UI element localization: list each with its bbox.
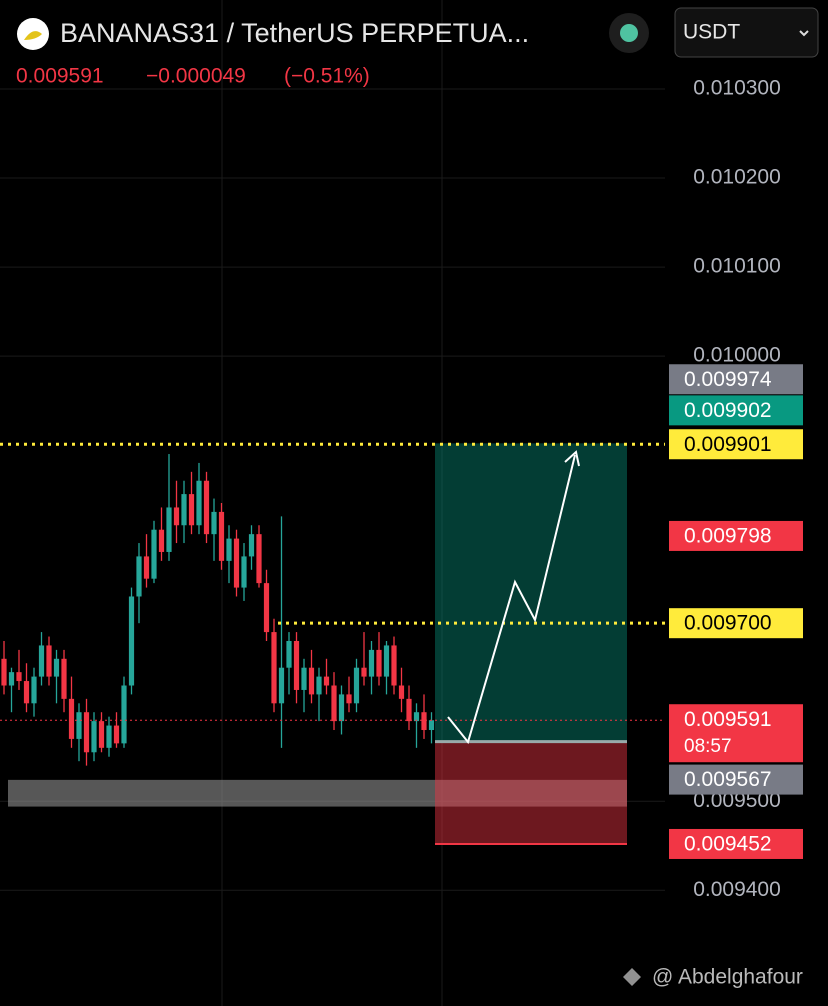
candle-body xyxy=(398,685,405,699)
candle-body xyxy=(143,556,150,579)
candle-body xyxy=(368,649,375,677)
candle-body xyxy=(23,681,30,704)
candle-body xyxy=(128,596,135,686)
price-label: 0.009974 xyxy=(684,368,772,391)
candle-body xyxy=(46,645,52,677)
price-label-bg xyxy=(669,608,803,639)
candle-body xyxy=(308,667,315,695)
stop-box xyxy=(435,741,627,844)
candle-body xyxy=(391,645,397,686)
price-label-bg xyxy=(669,520,803,551)
candle-body xyxy=(1,658,7,686)
price-label-bg xyxy=(669,395,803,426)
y-tick-label: 0.010200 xyxy=(693,166,781,189)
y-tick-label: 0.010300 xyxy=(693,77,781,100)
candle-body xyxy=(241,556,247,588)
candle-body xyxy=(218,511,225,561)
candle-body xyxy=(31,676,37,704)
candle-body xyxy=(421,712,427,731)
price-label: 0.009567 xyxy=(684,768,772,791)
price-label: 0.009901 xyxy=(684,433,772,456)
candle-body xyxy=(278,667,285,704)
price-change-pct: (−0.51%) xyxy=(284,65,370,88)
candle-body xyxy=(346,694,352,704)
candle-body xyxy=(293,640,300,690)
price-change: −0.000049 xyxy=(146,65,246,88)
currency-label: USDT xyxy=(683,21,740,44)
candle-body xyxy=(338,694,345,722)
watermark-icon xyxy=(623,968,641,986)
candle-body xyxy=(331,685,337,722)
price-label: 0.009452 xyxy=(684,833,772,856)
candle-body xyxy=(286,640,292,668)
chevron xyxy=(799,30,809,37)
candle-body xyxy=(428,720,435,731)
status-dot xyxy=(620,24,638,42)
candle-body xyxy=(106,725,112,748)
forecast-arrow xyxy=(447,454,576,745)
candle-body xyxy=(91,721,97,753)
candle-body xyxy=(316,676,322,695)
y-tick-label: 0.010000 xyxy=(693,344,781,367)
candle-body xyxy=(188,494,195,526)
countdown: 08:57 xyxy=(684,736,732,757)
price-label: 0.009591 xyxy=(684,708,772,731)
candle-body xyxy=(383,645,390,677)
target-box xyxy=(435,443,627,742)
candle-body xyxy=(61,658,67,699)
zone xyxy=(8,779,627,807)
candle-body xyxy=(196,480,202,526)
candle-body xyxy=(83,712,90,753)
candle-body xyxy=(211,511,217,535)
candle-body xyxy=(53,658,60,677)
price-label: 0.009798 xyxy=(684,524,772,547)
y-tick-label: 0.009400 xyxy=(693,878,781,901)
candle-body xyxy=(323,676,330,686)
candle-body xyxy=(203,480,210,535)
candle-body xyxy=(38,645,45,677)
candle-body xyxy=(263,583,270,633)
candle-body xyxy=(301,667,307,690)
candle-body xyxy=(406,698,412,722)
y-tick-label: 0.010100 xyxy=(693,255,781,278)
candle-body xyxy=(361,667,367,677)
candle-body xyxy=(376,649,382,677)
candle-body xyxy=(166,507,172,552)
candle-body xyxy=(248,534,255,557)
candle-body xyxy=(413,712,420,722)
candle-body xyxy=(226,538,232,561)
candle-body xyxy=(136,556,142,597)
candle-body xyxy=(151,529,157,579)
candle-body xyxy=(98,721,105,748)
price-label-bg xyxy=(669,764,803,795)
arrow-head xyxy=(564,450,580,467)
chart-title: BANANAS31 / TetherUS PERPETUA... xyxy=(60,18,529,48)
price-label-bg xyxy=(669,429,803,460)
candle-body xyxy=(256,534,262,584)
candle-body xyxy=(68,698,75,739)
candle-body xyxy=(16,672,22,682)
price-label-bg xyxy=(669,364,803,395)
last-price: 0.009591 xyxy=(16,65,104,88)
watermark: @ Abdelghafour xyxy=(652,966,803,989)
candle-body xyxy=(173,507,180,526)
candle-body xyxy=(271,632,277,704)
price-label-bg xyxy=(669,828,803,859)
coin-icon-art xyxy=(24,31,42,40)
candle-body xyxy=(8,672,15,686)
candle-body xyxy=(76,712,82,739)
price-label: 0.009700 xyxy=(684,612,772,635)
candle-body xyxy=(233,538,240,588)
candle-body xyxy=(113,725,120,744)
currency-select[interactable] xyxy=(674,7,819,58)
price-label-bg xyxy=(669,704,803,763)
price-label: 0.009902 xyxy=(684,399,772,422)
candle-body xyxy=(181,494,187,526)
candle-body xyxy=(121,685,127,744)
candle-body xyxy=(158,529,165,552)
candle-body xyxy=(353,667,360,704)
